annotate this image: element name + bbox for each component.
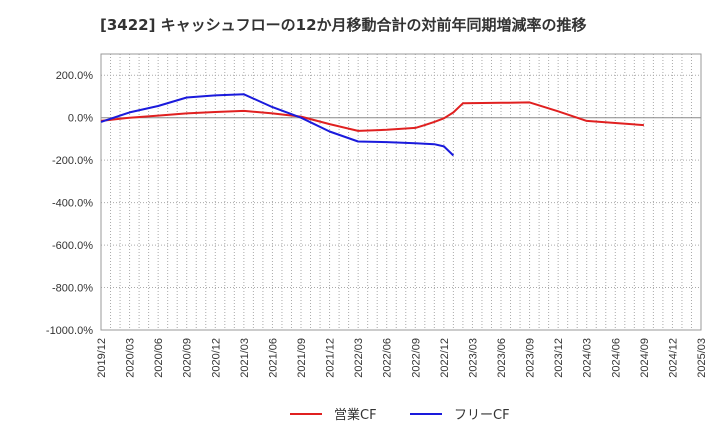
x-tick-label: 2022/09 — [410, 338, 422, 378]
x-tick-label: 2022/03 — [353, 338, 365, 378]
x-tick-label: 2023/12 — [553, 338, 565, 378]
y-axis-ticks: 200.0% 0.0% -200.0% -400.0% -600.0% -800.0% -1… — [46, 70, 93, 337]
x-tick-label: 2023/06 — [496, 338, 508, 378]
y-tick-label: -400.0% — [52, 198, 93, 210]
x-tick-label: 2022/06 — [382, 338, 394, 378]
y-tick-label: -800.0% — [52, 283, 93, 295]
x-tick-label: 2021/03 — [239, 338, 251, 378]
x-tick-label: 2023/03 — [467, 338, 479, 378]
x-tick-label: 2020/06 — [153, 338, 165, 378]
series-line-operating-cf — [100, 101, 644, 132]
x-tick-label: 2023/09 — [525, 338, 537, 378]
x-tick-label: 2024/06 — [610, 338, 622, 378]
y-tick-label: -600.0% — [52, 240, 93, 252]
x-tick-label: 2020/12 — [210, 338, 222, 378]
x-tick-label: 2024/03 — [582, 338, 594, 378]
x-tick-label: 2020/03 — [125, 338, 137, 378]
series-lines — [100, 93, 644, 157]
x-tick-label: 2021/12 — [325, 338, 337, 378]
x-tick-label: 2024/12 — [667, 338, 679, 378]
legend-label: フリーCF — [454, 408, 510, 423]
x-tick-label: 2022/12 — [439, 338, 451, 378]
grid — [100, 54, 702, 331]
plot-frame — [100, 53, 702, 331]
x-tick-label: 2021/09 — [296, 338, 308, 378]
series-line-free-cf — [100, 93, 455, 157]
y-tick-label: 200.0% — [56, 70, 94, 82]
x-tick-label: 2024/09 — [639, 338, 651, 378]
x-tick-label: 2019/12 — [96, 338, 108, 378]
y-tick-label: 0.0% — [68, 113, 93, 125]
x-tick-label: 2020/09 — [182, 338, 194, 378]
x-tick-label: 2025/03 — [696, 338, 708, 378]
chart-title: [3422] キャッシュフローの12か月移動合計の対前年同期増減率の推移 — [100, 16, 587, 34]
legend: 営業CF フリーCF — [290, 407, 510, 423]
x-tick-label: 2021/06 — [267, 338, 279, 378]
legend-label: 営業CF — [334, 407, 377, 423]
x-axis-ticks: 2019/12 2020/03 2020/06 2020/09 2020/12 2021/… — [96, 338, 708, 378]
y-tick-label: -1000.0% — [46, 325, 93, 337]
y-tick-label: -200.0% — [52, 155, 93, 167]
